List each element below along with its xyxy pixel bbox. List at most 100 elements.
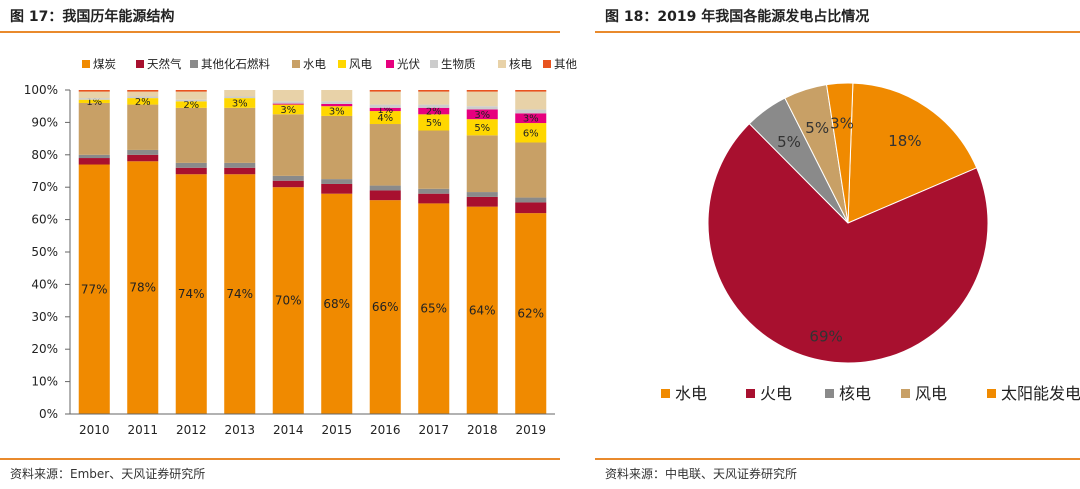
bar-2016-1 — [369, 190, 401, 201]
bar-2013-6 — [224, 96, 256, 99]
bar-2012-6 — [175, 99, 207, 102]
bar-2014-6 — [272, 101, 304, 104]
data-label-2019-4: 6% — [523, 128, 539, 139]
data-label-2016-5: 1% — [377, 105, 393, 116]
figure-18-top-rule — [595, 31, 1080, 33]
data-label-2013-0: 74% — [226, 287, 253, 301]
bar-2013-3 — [224, 107, 256, 163]
legend-swatch-6 — [430, 60, 438, 68]
pie-legend-swatch-0 — [661, 389, 670, 398]
bar-2018-8 — [466, 90, 498, 92]
bar-2016-4 — [369, 111, 401, 125]
legend-label-1: 天然气 — [147, 57, 182, 71]
pie-label-2: 5% — [777, 133, 801, 151]
bar-2016-8 — [369, 90, 401, 92]
bar-2012-8 — [175, 90, 207, 92]
data-label-2014-4: 3% — [280, 105, 296, 116]
legend-label-6: 生物质 — [441, 57, 476, 71]
legend-label-0: 煤炭 — [93, 57, 116, 71]
bar-2019-0 — [515, 213, 547, 414]
bar-2016-6 — [369, 104, 401, 108]
data-label-2016-4: 4% — [377, 113, 393, 124]
figure-17-title: 图 17：我国历年能源结构 — [10, 9, 175, 25]
bar-2018-0 — [466, 206, 498, 414]
bar-2015-4 — [321, 106, 353, 116]
legend-swatch-7 — [498, 60, 506, 68]
figure-18-title: 图 18：2019 年我国各能源发电占比情况 — [605, 9, 870, 25]
figure-17-top-rule — [0, 31, 560, 33]
x-tick-label-2011: 2011 — [127, 423, 158, 437]
pie-legend-label-2: 核电 — [839, 384, 871, 403]
bar-2013-7 — [224, 90, 256, 97]
x-tick-label-2017: 2017 — [418, 423, 449, 437]
legend-swatch-3 — [292, 60, 300, 68]
data-label-2013-4: 3% — [232, 98, 248, 109]
bar-2015-3 — [321, 115, 353, 180]
data-label-2011-0: 78% — [129, 281, 156, 295]
y-tick-label-1: 10% — [31, 375, 58, 389]
bar-2017-2 — [418, 188, 450, 194]
bar-2015-6 — [321, 101, 353, 104]
pie-legend-swatch-3 — [901, 389, 910, 398]
data-label-2018-4: 5% — [474, 123, 490, 134]
data-label-2019-5: 3% — [523, 114, 539, 125]
bar-2012-0 — [175, 174, 207, 414]
bar-2019-2 — [515, 197, 547, 203]
pie-label-4: 3% — [830, 114, 854, 132]
y-tick-label-10: 100% — [24, 83, 58, 97]
pie-legend-swatch-2 — [825, 389, 834, 398]
bar-2011-1 — [127, 154, 159, 162]
y-tick-label-8: 80% — [31, 148, 58, 162]
bar-2019-5 — [515, 113, 547, 124]
bar-2011-7 — [127, 91, 159, 97]
pie-label-3: 5% — [805, 119, 829, 137]
bar-2017-1 — [418, 193, 450, 204]
bar-2010-7 — [78, 91, 110, 99]
pie-legend-label-1: 火电 — [760, 384, 792, 403]
bar-2011-0 — [127, 161, 159, 414]
legend-label-4: 风电 — [349, 57, 372, 71]
bar-2018-7 — [466, 91, 498, 107]
bar-2017-5 — [418, 107, 450, 115]
pie-slice-1 — [707, 122, 989, 364]
bar-2017-0 — [418, 203, 450, 414]
bar-2016-2 — [369, 185, 401, 191]
y-tick-label-5: 50% — [31, 245, 58, 259]
legend-swatch-8 — [543, 60, 551, 68]
bar-2017-3 — [418, 130, 450, 189]
data-label-2018-5: 3% — [474, 110, 490, 121]
y-tick-label-3: 30% — [31, 310, 58, 324]
bar-2017-7 — [418, 91, 450, 105]
bar-2011-3 — [127, 104, 159, 150]
bar-2019-3 — [515, 142, 547, 198]
bar-2014-3 — [272, 114, 304, 176]
y-tick-label-4: 40% — [31, 277, 58, 291]
legend-swatch-5 — [386, 60, 394, 68]
figure-17-panel: 图 17：我国历年能源结构 煤炭 天然气 其他化石燃料 水电 风电 光伏 生物质 核电 其他 0%… — [0, 9, 577, 481]
bar-2019-1 — [515, 202, 547, 214]
bar-2016-7 — [369, 91, 401, 105]
figure-18-panel: 图 18：2019 年我国各能源发电占比情况 18% 69% 5% 5% 3% 水电 火电核… — [595, 0, 1080, 489]
pie-slice-4 — [826, 82, 854, 224]
y-tick-label-9: 90% — [31, 115, 58, 129]
pie-legend-label-3: 风电 — [915, 384, 947, 403]
x-tick-label-2010: 2010 — [79, 423, 110, 437]
data-label-2011-4: 2% — [135, 97, 151, 108]
bar-2019-7 — [515, 91, 547, 110]
bar-2019-6 — [515, 109, 547, 114]
x-tick-label-2014: 2014 — [273, 423, 304, 437]
y-tick-label-6: 60% — [31, 213, 58, 227]
bar-2018-2 — [466, 192, 498, 197]
bar-2011-2 — [127, 149, 159, 155]
bar-2012-1 — [175, 167, 207, 175]
data-label-2010-4: 1% — [86, 97, 102, 108]
bar-2010-4 — [78, 99, 110, 103]
data-label-2016-0: 66% — [372, 300, 399, 314]
bar-2014-0 — [272, 187, 304, 414]
pie-legend-swatch-1 — [746, 389, 755, 398]
bar-2017-4 — [418, 114, 450, 131]
figure-18-bottom-rule — [595, 458, 1080, 460]
bar-2014-1 — [272, 180, 304, 188]
bar-2010-8 — [78, 90, 110, 92]
bar-2018-6 — [466, 106, 498, 110]
